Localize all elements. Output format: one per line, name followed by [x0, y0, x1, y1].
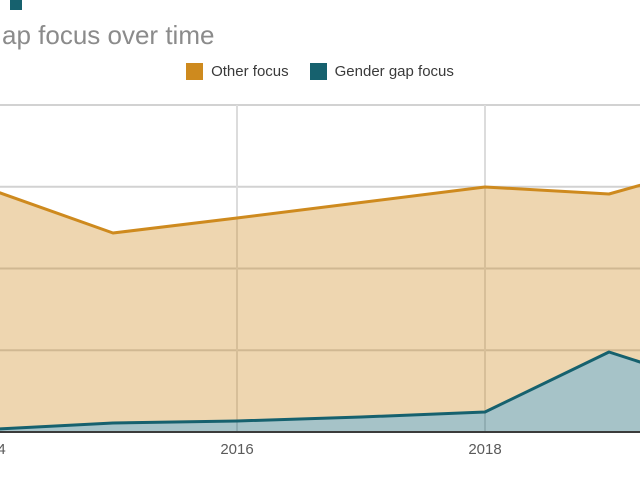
x-axis: 2014 2016 2018 — [0, 441, 640, 461]
legend-label-gender-gap-focus: Gender gap focus — [334, 62, 454, 80]
legend-label-other-focus: Other focus — [211, 62, 289, 80]
other-focus-swatch-icon — [186, 62, 204, 80]
x-tick-label: 2014 — [0, 441, 6, 458]
legend-item-other-focus: Other focus — [186, 62, 289, 80]
corner-accent-swatch — [10, 0, 22, 10]
chart-legend: Other focus Gender gap focus — [0, 61, 640, 81]
x-tick-label: 2016 — [220, 441, 254, 458]
x-tick-label: 2018 — [468, 441, 502, 458]
chart-title: ap focus over time — [2, 20, 215, 50]
gender-gap-focus-swatch-icon — [309, 62, 327, 80]
legend-item-gender-gap-focus: Gender gap focus — [309, 62, 454, 80]
